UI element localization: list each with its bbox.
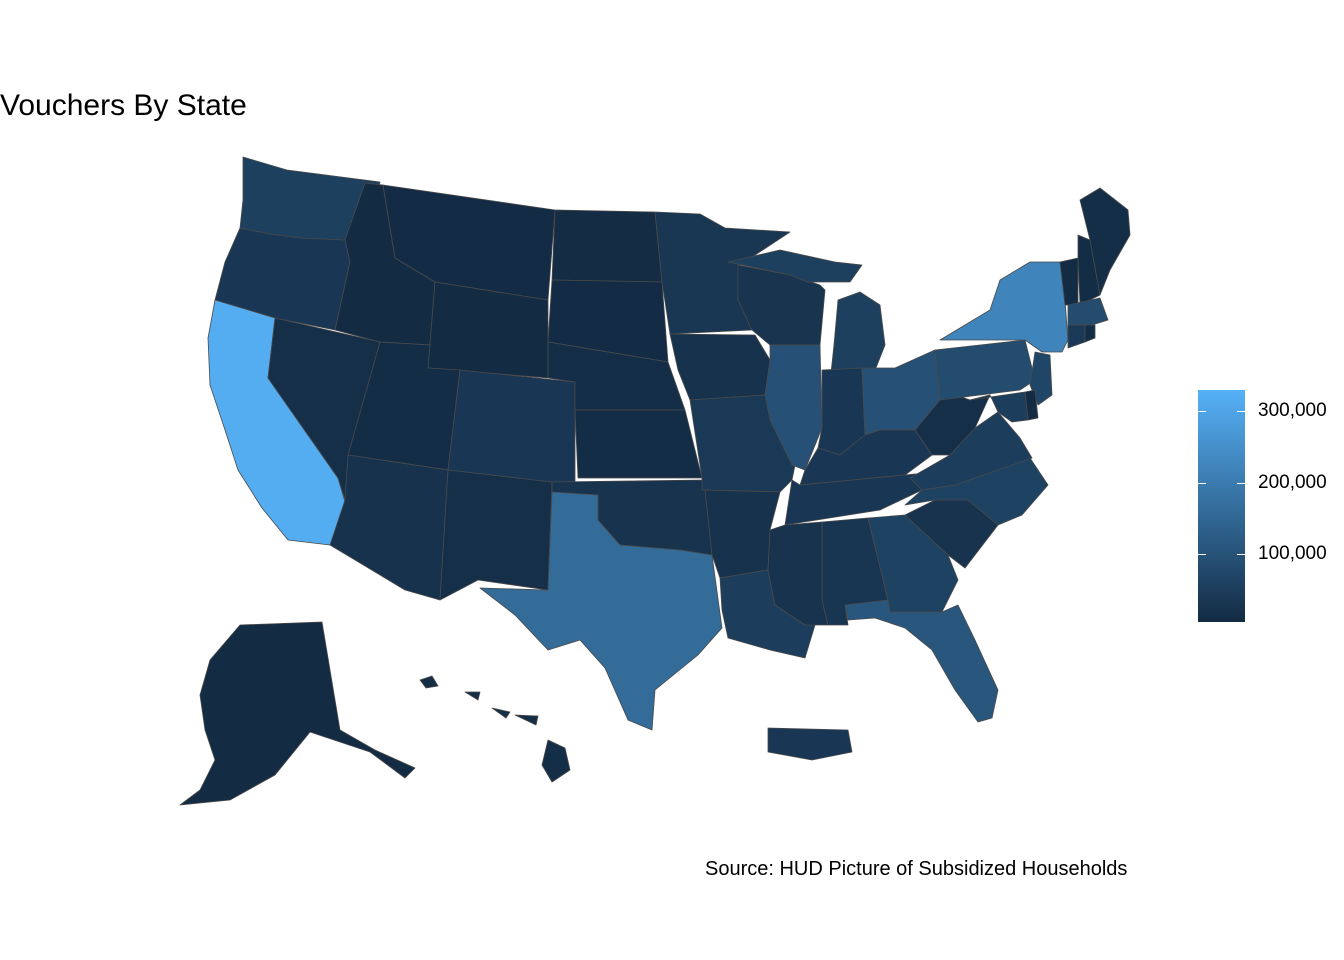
legend-tick-label: 300,000 bbox=[1258, 400, 1327, 422]
state-AK[interactable] bbox=[179, 621, 416, 806]
state-MD[interactable] bbox=[969, 391, 1029, 423]
state-MA[interactable] bbox=[1067, 297, 1109, 326]
legend-tick-label: 100,000 bbox=[1258, 543, 1327, 565]
legend-tick-mark-right bbox=[1237, 554, 1245, 556]
legend-tick-mark-right bbox=[1237, 482, 1245, 484]
state-IA[interactable] bbox=[669, 333, 771, 401]
state-FL[interactable] bbox=[844, 599, 999, 723]
state-PA[interactable] bbox=[934, 339, 1036, 401]
state-NM[interactable] bbox=[439, 469, 553, 601]
legend-tick-mark-left bbox=[1198, 482, 1206, 484]
legend-tick-mark-left bbox=[1198, 411, 1206, 413]
state-shapes bbox=[179, 156, 1131, 806]
legend-tick-mark-left bbox=[1198, 554, 1206, 556]
state-ND[interactable] bbox=[551, 209, 663, 283]
state-AZ[interactable] bbox=[329, 454, 449, 601]
legend-colorbar bbox=[1198, 390, 1245, 622]
state-HI[interactable] bbox=[419, 675, 571, 783]
legend-tick-label: 200,000 bbox=[1258, 471, 1327, 493]
chart-title: Vouchers By State bbox=[0, 89, 247, 122]
source-caption: Source: HUD Picture of Subsidized Househ… bbox=[705, 858, 1128, 880]
state-IL[interactable] bbox=[764, 344, 823, 471]
state-MI[interactable] bbox=[727, 249, 886, 383]
state-CT[interactable] bbox=[1067, 324, 1086, 349]
legend-tick-mark-right bbox=[1237, 411, 1245, 413]
state-TX[interactable] bbox=[479, 491, 723, 731]
state-RI[interactable] bbox=[1084, 324, 1096, 343]
state-NY[interactable] bbox=[939, 261, 1069, 353]
state-PR[interactable] bbox=[767, 727, 853, 761]
state-ME[interactable] bbox=[1079, 187, 1131, 296]
color-legend: 100,000 200,000 300,000 bbox=[1198, 390, 1344, 622]
state-KS[interactable] bbox=[574, 409, 703, 479]
